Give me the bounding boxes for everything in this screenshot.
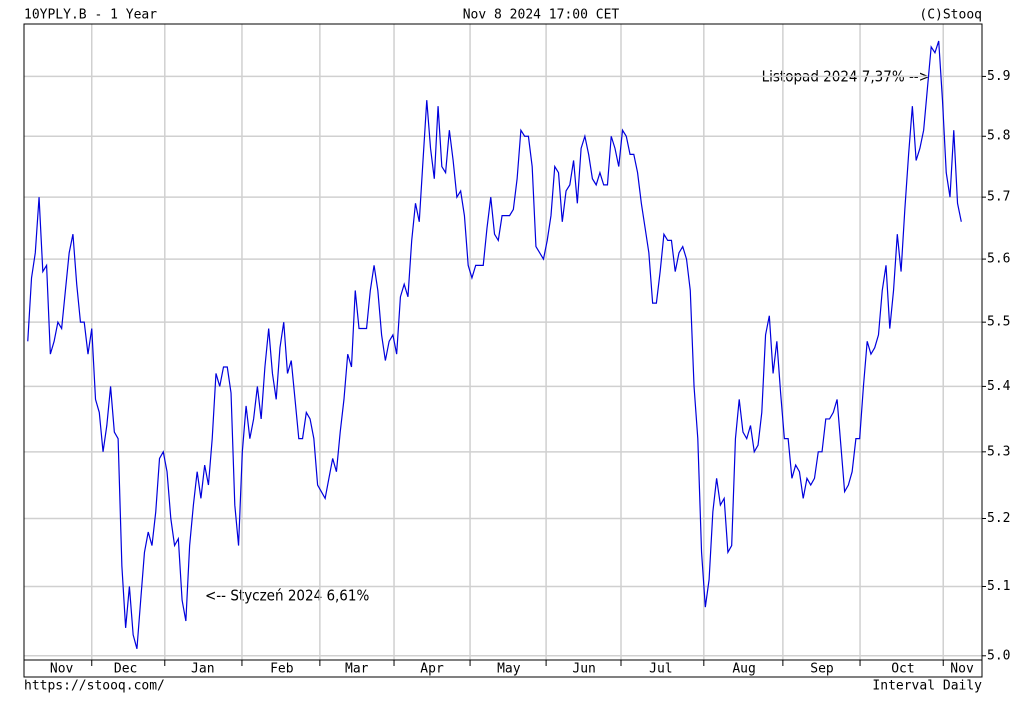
y-tick-label: 5.2 <box>987 511 1010 526</box>
y-tick-label: 5.4 <box>987 379 1011 394</box>
y-tick-label: 5.8 <box>987 129 1010 144</box>
annotation: <-- Styczeń 2024 6,61% <box>205 587 369 605</box>
x-tick-label: Mar <box>345 662 369 677</box>
x-tick-label: Apr <box>420 662 444 677</box>
y-tick-label: 5.7 <box>987 190 1010 205</box>
x-tick-label: Sep <box>810 662 834 677</box>
y-tick-label: 5.5 <box>987 315 1010 330</box>
x-tick-label: May <box>497 662 521 677</box>
x-tick-label: Jun <box>572 662 595 677</box>
y-tick-label: 5.9 <box>987 69 1010 84</box>
source: https://stooq.com/ <box>24 679 165 694</box>
interval: Interval Daily <box>872 679 982 694</box>
y-tick-label: 5.6 <box>987 252 1010 267</box>
chart-title: 10YPLY.B - 1 Year <box>24 8 157 23</box>
y-tick-label: 5.3 <box>987 444 1010 459</box>
x-tick-label: Nov <box>50 662 74 677</box>
y-tick-label: 5.1 <box>987 579 1010 594</box>
x-tick-label: Dec <box>114 662 137 677</box>
x-tick-label: Aug <box>732 662 755 677</box>
x-tick-label: Jan <box>191 662 214 677</box>
y-tick-label: 5.0 <box>987 648 1010 663</box>
x-tick-label: Feb <box>270 662 294 677</box>
axis-frame <box>23 659 983 678</box>
credit: (C)Stooq <box>919 8 982 23</box>
x-tick-label: Jul <box>649 662 672 677</box>
x-tick-label: Nov <box>950 662 974 677</box>
x-tick-label: Oct <box>891 662 914 677</box>
chart-subtitle: Nov 8 2024 17:00 CET <box>463 8 620 23</box>
data-line <box>27 40 962 649</box>
